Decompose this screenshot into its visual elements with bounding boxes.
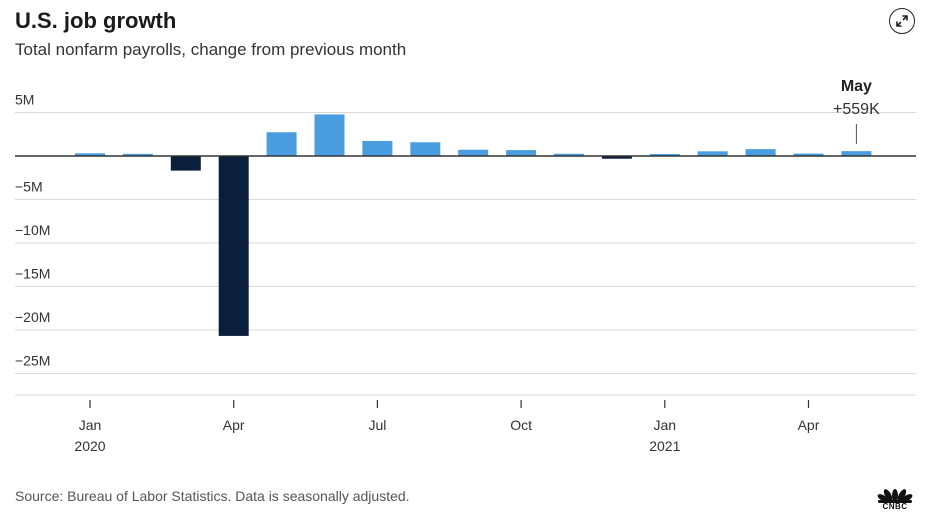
y-tick-label: −10M <box>15 222 50 238</box>
bar-2021-05 <box>841 151 872 156</box>
bar-2021-02 <box>697 151 728 156</box>
x-tick-year-label: 2021 <box>649 438 680 454</box>
y-tick-label: −15M <box>15 266 50 282</box>
bar-2021-03 <box>745 149 776 156</box>
x-tick-year-label: 2020 <box>74 438 105 454</box>
cnbc-peacock-logo <box>877 489 913 503</box>
x-tick-label: Jan <box>654 417 677 433</box>
y-axis: 5M −5M −10M −15M −20M −25M <box>15 92 50 369</box>
x-tick-label: Apr <box>223 417 245 433</box>
x-axis: Jan 2020 Apr Jul Oct Jan 2021 Apr <box>74 400 820 454</box>
expand-button[interactable] <box>889 8 915 34</box>
bar-2020-11 <box>554 153 584 156</box>
y-tick-label: 5M <box>15 92 34 108</box>
annotation-value-label: +559K <box>833 101 880 118</box>
bar-2020-03 <box>170 156 201 171</box>
bar-2020-12 <box>601 156 632 159</box>
chart-subtitle: Total nonfarm payrolls, change from prev… <box>15 40 407 59</box>
cnbc-logo-text: CNBC <box>882 502 908 511</box>
bar-2020-04 <box>218 156 249 336</box>
source-note: Source: Bureau of Labor Statistics. Data… <box>15 488 410 504</box>
x-tick-label: Jul <box>368 417 386 433</box>
chart-title: U.S. job growth <box>15 8 177 33</box>
bar-2020-02 <box>122 153 153 156</box>
x-tick-label: Oct <box>510 417 532 433</box>
bar-2020-10 <box>506 150 537 156</box>
bar-2020-09 <box>458 149 489 156</box>
x-tick-label: Apr <box>798 417 820 433</box>
annotation: May +559K <box>833 78 880 144</box>
y-tick-label: −25M <box>15 353 50 369</box>
x-tick-label: Jan <box>79 417 102 433</box>
annotation-month-label: May <box>841 78 872 95</box>
bars <box>75 114 872 336</box>
bar-2020-05 <box>266 132 297 156</box>
bar-2020-01 <box>75 153 105 156</box>
bar-2020-07 <box>362 140 393 156</box>
y-tick-label: −20M <box>15 309 50 325</box>
bar-2020-08 <box>410 142 441 156</box>
bar-2021-01 <box>649 153 680 156</box>
grid-lines <box>15 112 916 396</box>
bar-2020-06 <box>314 114 345 156</box>
bar-2021-04 <box>793 153 824 156</box>
expand-arrows-icon <box>896 15 908 27</box>
y-tick-label: −5M <box>15 179 43 195</box>
